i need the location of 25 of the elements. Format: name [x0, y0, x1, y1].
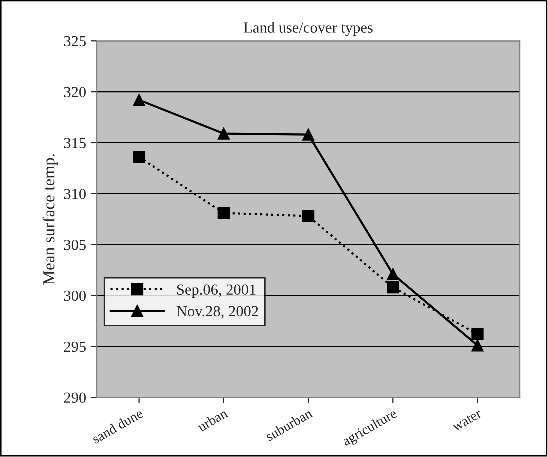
legend-label: Nov.28, 2002: [176, 306, 258, 319]
y-tick-label: 320: [64, 87, 86, 98]
x-tick-label: water: [452, 410, 483, 432]
y-tick-label: 325: [64, 36, 86, 47]
y-tick-label: 290: [64, 392, 86, 404]
legend-label: Sep.06, 2001: [177, 284, 256, 298]
y-tick-label: 310: [64, 189, 86, 200]
point: [133, 94, 146, 106]
y-tick-label: 295: [64, 342, 86, 352]
y-tick-label: 305: [64, 240, 86, 250]
x-tick-label: sand dune: [91, 408, 144, 444]
x-tick-label: urban: [196, 408, 229, 432]
point: [302, 128, 315, 141]
point: [387, 282, 400, 294]
point: [472, 340, 484, 352]
y-tick-label: 300: [64, 290, 86, 302]
point: [302, 210, 315, 222]
y-tick-label: 315: [64, 138, 86, 148]
point: [387, 268, 400, 280]
y-axis-title: Mean surface temp.: [42, 154, 58, 285]
chart-title: Land use/cover types: [244, 22, 373, 36]
point: [133, 151, 146, 164]
point: [472, 328, 484, 341]
point: [218, 128, 230, 140]
point: [218, 207, 230, 220]
